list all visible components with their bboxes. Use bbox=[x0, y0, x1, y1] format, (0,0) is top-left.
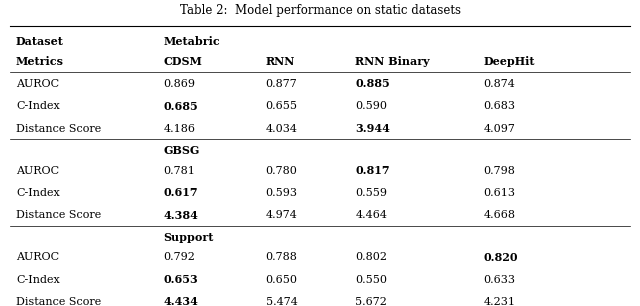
Text: 0.655: 0.655 bbox=[266, 101, 298, 111]
Text: 0.613: 0.613 bbox=[483, 188, 515, 198]
Text: 0.817: 0.817 bbox=[355, 165, 390, 176]
Text: 0.780: 0.780 bbox=[266, 166, 298, 176]
Text: 0.617: 0.617 bbox=[163, 188, 198, 198]
Text: CDSM: CDSM bbox=[163, 56, 202, 67]
Text: Distance Score: Distance Score bbox=[16, 124, 101, 134]
Text: AUROC: AUROC bbox=[16, 79, 59, 89]
Text: GBSG: GBSG bbox=[163, 145, 200, 156]
Text: 0.683: 0.683 bbox=[483, 101, 515, 111]
Text: 4.434: 4.434 bbox=[163, 297, 198, 306]
Text: 0.885: 0.885 bbox=[355, 78, 390, 89]
Text: 0.781: 0.781 bbox=[163, 166, 195, 176]
Text: 0.874: 0.874 bbox=[483, 79, 515, 89]
Text: 0.788: 0.788 bbox=[266, 252, 298, 262]
Text: C-Index: C-Index bbox=[16, 188, 60, 198]
Text: RNN: RNN bbox=[266, 56, 295, 67]
Text: Distance Score: Distance Score bbox=[16, 210, 101, 220]
Text: 5.474: 5.474 bbox=[266, 297, 298, 306]
Text: 4.464: 4.464 bbox=[355, 210, 387, 220]
Text: C-Index: C-Index bbox=[16, 274, 60, 285]
Text: 4.034: 4.034 bbox=[266, 124, 298, 134]
Text: AUROC: AUROC bbox=[16, 252, 59, 262]
Text: 4.097: 4.097 bbox=[483, 124, 515, 134]
Text: Metabric: Metabric bbox=[163, 36, 220, 47]
Text: 0.593: 0.593 bbox=[266, 188, 298, 198]
Text: 0.650: 0.650 bbox=[266, 274, 298, 285]
Text: Dataset: Dataset bbox=[16, 36, 64, 47]
Text: 4.384: 4.384 bbox=[163, 210, 198, 221]
Text: AUROC: AUROC bbox=[16, 166, 59, 176]
Text: 4.974: 4.974 bbox=[266, 210, 298, 220]
Text: Metrics: Metrics bbox=[16, 56, 64, 67]
Text: 0.653: 0.653 bbox=[163, 274, 198, 285]
Text: 0.559: 0.559 bbox=[355, 188, 387, 198]
Text: 4.231: 4.231 bbox=[483, 297, 515, 306]
Text: Support: Support bbox=[163, 232, 214, 243]
Text: 0.685: 0.685 bbox=[163, 101, 198, 112]
Text: 4.668: 4.668 bbox=[483, 210, 515, 220]
Text: 0.877: 0.877 bbox=[266, 79, 298, 89]
Text: Table 2:  Model performance on static datasets: Table 2: Model performance on static dat… bbox=[179, 4, 461, 17]
Text: 0.550: 0.550 bbox=[355, 274, 387, 285]
Text: 0.820: 0.820 bbox=[483, 252, 518, 263]
Text: 3.944: 3.944 bbox=[355, 123, 390, 134]
Text: 0.798: 0.798 bbox=[483, 166, 515, 176]
Text: 0.802: 0.802 bbox=[355, 252, 387, 262]
Text: 0.633: 0.633 bbox=[483, 274, 515, 285]
Text: 0.792: 0.792 bbox=[163, 252, 195, 262]
Text: C-Index: C-Index bbox=[16, 101, 60, 111]
Text: 0.869: 0.869 bbox=[163, 79, 195, 89]
Text: Distance Score: Distance Score bbox=[16, 297, 101, 306]
Text: 5.672: 5.672 bbox=[355, 297, 387, 306]
Text: 0.590: 0.590 bbox=[355, 101, 387, 111]
Text: DeepHit: DeepHit bbox=[483, 56, 534, 67]
Text: RNN Binary: RNN Binary bbox=[355, 56, 430, 67]
Text: 4.186: 4.186 bbox=[163, 124, 195, 134]
